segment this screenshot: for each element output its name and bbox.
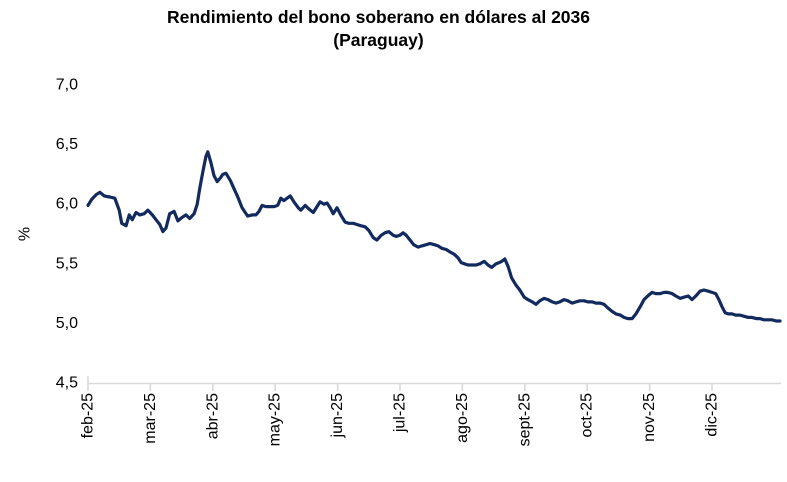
x-tick-label: nov-25 <box>641 393 658 442</box>
x-tick-label: jul-25 <box>392 393 409 433</box>
chart-title-line1: Rendimiento del bono soberano en dólares… <box>166 7 591 27</box>
yield-line <box>86 150 782 323</box>
y-tick-label: 7,0 <box>56 77 78 94</box>
x-tick-label: jun-25 <box>329 393 346 439</box>
y-axis-title: % <box>17 227 34 241</box>
y-tick-label: 6,0 <box>56 196 78 213</box>
y-tick-label: 6,5 <box>56 136 78 153</box>
x-tick-label: oct-25 <box>579 393 596 438</box>
chart-title-line2: (Paraguay) <box>333 30 424 51</box>
y-tick-label: 4,5 <box>56 375 78 392</box>
x-tick-label: sept-25 <box>516 393 533 446</box>
x-tick-label: may-25 <box>267 393 284 446</box>
x-tick-label: feb-25 <box>80 393 97 438</box>
chart-title: Rendimiento del bono soberano en dólares… <box>40 6 717 52</box>
x-tick-label: abr-25 <box>204 393 221 439</box>
y-tick-label: 5,0 <box>56 315 78 332</box>
x-tick-label: ago-25 <box>454 393 471 443</box>
x-tick-label: mar-25 <box>142 393 159 444</box>
y-tick-label: 5,5 <box>56 255 78 272</box>
x-tick-label: dic-25 <box>704 393 721 437</box>
